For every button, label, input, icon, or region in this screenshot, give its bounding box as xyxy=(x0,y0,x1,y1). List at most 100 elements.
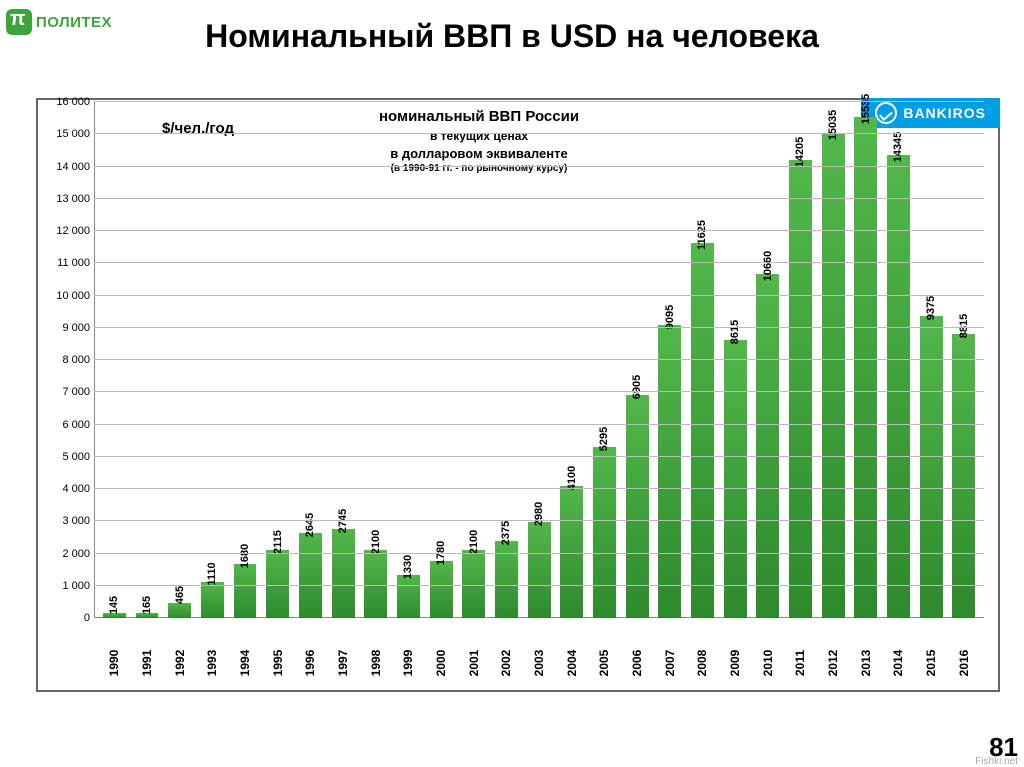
bar-slot: 2115 xyxy=(263,102,292,618)
gridline xyxy=(94,327,984,328)
x-label-slot: 2008 xyxy=(688,618,717,690)
gridline xyxy=(94,101,984,102)
x-axis-labels: 1990199119921993199419951996199719981999… xyxy=(94,618,984,690)
bar-slot: 14205 xyxy=(786,102,815,618)
bar-slot: 1330 xyxy=(394,102,423,618)
x-label-slot: 2014 xyxy=(884,618,913,690)
y-tick-label: 0 xyxy=(84,612,90,624)
bar: 1330 xyxy=(397,575,420,618)
x-tick-label: 2008 xyxy=(695,650,709,677)
y-tick-label: 7 000 xyxy=(62,386,90,398)
bar-value-label: 11625 xyxy=(696,220,708,250)
bar-slot: 8815 xyxy=(949,102,978,618)
x-label-slot: 2010 xyxy=(753,618,782,690)
bar: 8615 xyxy=(724,340,747,618)
bar-slot: 4100 xyxy=(557,102,586,618)
x-tick-label: 1991 xyxy=(140,650,154,677)
x-tick-label: 2014 xyxy=(891,650,905,677)
bar: 2645 xyxy=(299,533,322,618)
x-tick-label: 2009 xyxy=(728,650,742,677)
bar-value-label: 5295 xyxy=(598,427,610,451)
y-tick-label: 15 000 xyxy=(56,128,90,140)
x-tick-label: 1994 xyxy=(238,650,252,677)
page-title: Номинальный ВВП в USD на человека xyxy=(0,18,1024,55)
y-tick-label: 9 000 xyxy=(62,322,90,334)
gridline xyxy=(94,262,984,263)
y-axis-labels: 01 0002 0003 0004 0005 0006 0007 0008 00… xyxy=(40,102,94,618)
x-label-slot: 2001 xyxy=(459,618,488,690)
bar: 14345 xyxy=(887,155,910,618)
bar: 8815 xyxy=(952,334,975,618)
bar: 15535 xyxy=(854,117,877,618)
bar-value-label: 2375 xyxy=(500,521,512,545)
y-tick-label: 16 000 xyxy=(56,96,90,108)
bar-slot: 15535 xyxy=(851,102,880,618)
bar: 5295 xyxy=(593,447,616,618)
x-label-slot: 1993 xyxy=(198,618,227,690)
header: ПОЛИТЕХ Номинальный ВВП в USD на человек… xyxy=(0,0,1024,68)
bar-value-label: 2100 xyxy=(370,530,382,554)
x-tick-label: 1992 xyxy=(173,650,187,677)
bar-value-label: 2100 xyxy=(468,530,480,554)
bar-value-label: 165 xyxy=(141,596,153,614)
bar-value-label: 9095 xyxy=(664,304,676,328)
bar-value-label: 10660 xyxy=(762,251,774,282)
bar-value-label: 8815 xyxy=(958,313,970,337)
y-tick-label: 10 000 xyxy=(56,290,90,302)
x-tick-label: 1998 xyxy=(369,650,383,677)
bar-slot: 9375 xyxy=(917,102,946,618)
bar-slot: 14345 xyxy=(884,102,913,618)
bar-value-label: 2645 xyxy=(304,512,316,536)
x-label-slot: 1994 xyxy=(231,618,260,690)
bar-slot: 2745 xyxy=(329,102,358,618)
gridline xyxy=(94,230,984,231)
bar: 9095 xyxy=(658,325,681,618)
bar-slot: 2100 xyxy=(361,102,390,618)
x-tick-label: 2006 xyxy=(630,650,644,677)
bar: 1680 xyxy=(234,564,257,618)
bar-slot: 2100 xyxy=(459,102,488,618)
x-label-slot: 1995 xyxy=(263,618,292,690)
bar-slot: 10660 xyxy=(753,102,782,618)
x-label-slot: 2012 xyxy=(819,618,848,690)
bar-value-label: 15035 xyxy=(827,110,839,141)
bar: 1780 xyxy=(430,561,453,618)
bar-value-label: 2980 xyxy=(533,502,545,526)
chart-frame: BANKIROS 01 0002 0003 0004 0005 0006 000… xyxy=(36,98,1000,692)
gridline xyxy=(94,488,984,489)
bar-slot: 1780 xyxy=(427,102,456,618)
x-label-slot: 2004 xyxy=(557,618,586,690)
bar-slot: 8615 xyxy=(721,102,750,618)
x-label-slot: 2003 xyxy=(525,618,554,690)
bar-value-label: 14205 xyxy=(794,137,806,168)
x-tick-label: 2005 xyxy=(597,650,611,677)
x-tick-label: 2011 xyxy=(793,650,807,676)
bar-value-label: 14345 xyxy=(892,132,904,163)
x-tick-label: 2012 xyxy=(826,650,840,677)
gridline xyxy=(94,553,984,554)
x-tick-label: 2001 xyxy=(467,650,481,677)
bar-slot: 2375 xyxy=(492,102,521,618)
y-tick-label: 6 000 xyxy=(62,419,90,431)
bar-slot: 9095 xyxy=(655,102,684,618)
y-tick-label: 13 000 xyxy=(56,193,90,205)
bar: 11625 xyxy=(691,243,714,618)
gridline xyxy=(94,456,984,457)
y-tick-label: 5 000 xyxy=(62,451,90,463)
bar-value-label: 1110 xyxy=(206,563,218,586)
bar-slot: 465 xyxy=(165,102,194,618)
x-label-slot: 2000 xyxy=(427,618,456,690)
x-label-slot: 1990 xyxy=(100,618,129,690)
bar-value-label: 1680 xyxy=(239,544,251,568)
bar: 465 xyxy=(168,603,191,618)
x-label-slot: 2006 xyxy=(623,618,652,690)
bar-slot: 165 xyxy=(133,102,162,618)
bar-slot: 145 xyxy=(100,102,129,618)
x-label-slot: 1996 xyxy=(296,618,325,690)
bar-value-label: 9375 xyxy=(925,295,937,319)
x-label-slot: 2016 xyxy=(949,618,978,690)
gridline xyxy=(94,520,984,521)
x-tick-label: 2004 xyxy=(565,650,579,677)
watermark: Fishki.net xyxy=(975,756,1018,767)
x-label-slot: 1999 xyxy=(394,618,423,690)
